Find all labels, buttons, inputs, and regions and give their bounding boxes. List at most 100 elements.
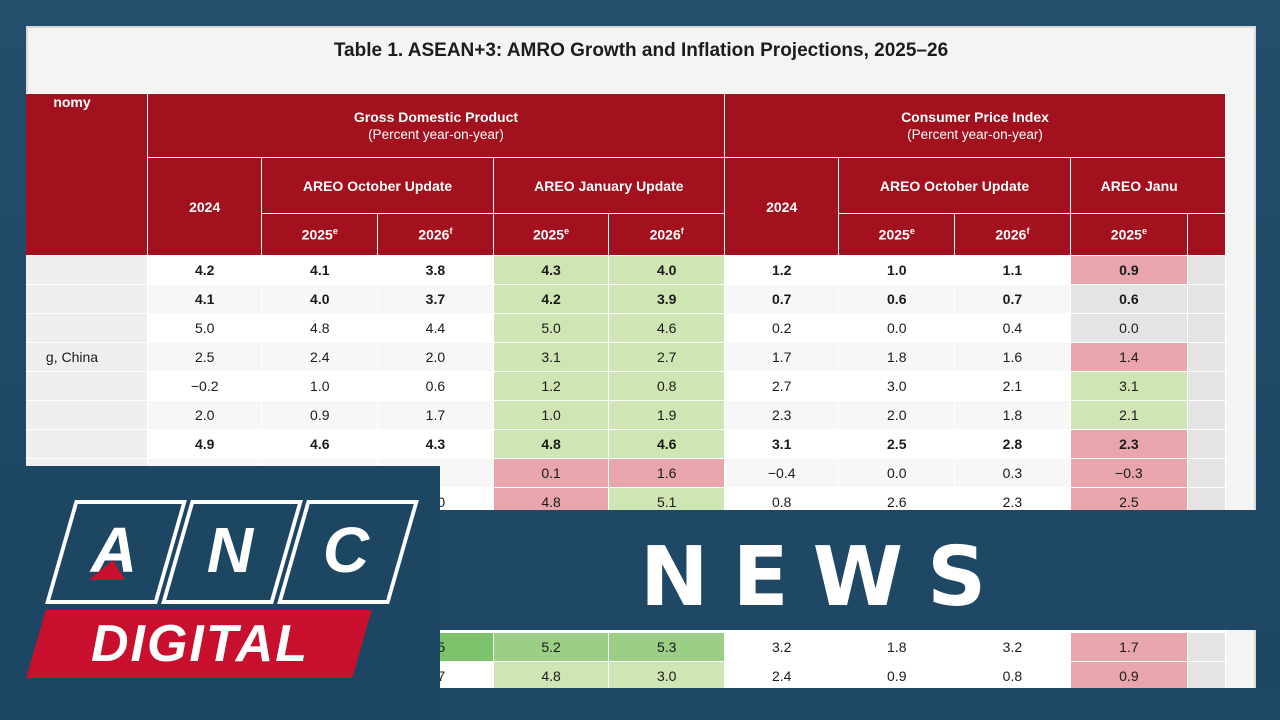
logo-letter-a: A [90, 514, 138, 586]
gdp-cell: 5.3 [608, 632, 725, 662]
gdp-cell: 5.2 [492, 632, 610, 662]
news-label: NEWS [640, 530, 1011, 625]
cpi-cell: 2.0 [838, 400, 956, 430]
digital-label: DIGITAL [90, 615, 310, 673]
cpi-cell: 0.4 [954, 313, 1071, 343]
cpi-cell: −0.4 [723, 458, 840, 488]
cpi-cell: 2.3 [1069, 429, 1189, 459]
cpi-cell: 2.8 [954, 429, 1071, 459]
year-header-cut [1187, 213, 1226, 256]
year-header: 2026f [377, 213, 494, 256]
gdp-cell: 4.3 [492, 255, 610, 285]
logo-letter-c: C [322, 514, 370, 586]
cpi-cell: 0.0 [838, 458, 956, 488]
table-row: 4.1 4.0 3.7 4.2 3.9 0.7 0.6 0.7 0.6 [26, 284, 1226, 314]
gdp-cell: 0.6 [377, 371, 494, 401]
cpi-cell: 0.0 [1069, 313, 1189, 343]
year-header: 2025e [492, 213, 610, 256]
cpi-cell: 0.9 [838, 661, 956, 691]
gdp-cell: 4.6 [608, 313, 725, 343]
gdp-cell: 4.6 [261, 429, 379, 459]
table-title: Table 1. ASEAN+3: AMRO Growth and Inflat… [333, 40, 949, 61]
cpi-subtitle: (Percent year-on-year) [907, 127, 1043, 142]
year-header: 2025e [838, 213, 956, 256]
gdp-cell: 1.2 [492, 371, 610, 401]
year-header: 2025e [261, 213, 379, 256]
gdp-cell: 1.7 [377, 400, 494, 430]
gdp-cell: 2.0 [146, 400, 263, 430]
cpi-cell: 3.1 [1069, 371, 1189, 401]
cpi-cell: 2.3 [723, 400, 840, 430]
cut-cell [1187, 342, 1226, 372]
year-header: 2025e [1069, 213, 1189, 256]
bottom-bar [376, 688, 1280, 720]
economy-header: nomy [26, 93, 148, 256]
cpi-cell: 2.1 [954, 371, 1071, 401]
cpi-cell: 0.8 [954, 661, 1071, 691]
cpi-cell: 1.8 [838, 632, 956, 662]
gdp-cell: 5.0 [492, 313, 610, 343]
gdp-cell: 4.6 [608, 429, 725, 459]
gdp-cell: 4.8 [492, 661, 610, 691]
cpi-cell: 1.4 [1069, 342, 1189, 372]
cpi-header: Consumer Price Index (Percent year-on-ye… [723, 93, 1227, 158]
gdp-cell: 4.2 [492, 284, 610, 314]
cut-cell [1187, 458, 1226, 488]
cpi-cell: 0.6 [838, 284, 956, 314]
cpi-cell: 3.0 [838, 371, 956, 401]
economy-cell [26, 371, 148, 401]
gdp-cell: −0.2 [146, 371, 263, 401]
cpi-cell: 2.5 [838, 429, 956, 459]
gdp-cell: 2.5 [146, 342, 263, 372]
cut-cell [1187, 429, 1226, 459]
cut-cell [1187, 284, 1226, 314]
cpi-cell: 0.9 [1069, 661, 1189, 691]
cpi-cell: 1.2 [723, 255, 840, 285]
table-row: 4.2 4.1 3.8 4.3 4.0 1.2 1.0 1.1 0.9 [26, 255, 1226, 285]
gdp-cell: 4.8 [261, 313, 379, 343]
table-row: 5.0 4.8 4.4 5.0 4.6 0.2 0.0 0.4 0.0 [26, 313, 1226, 343]
cpi-cell: 0.0 [838, 313, 956, 343]
table-row: g, China 2.5 2.4 2.0 3.1 2.7 1.7 1.8 1.6 1.4 [26, 342, 1226, 372]
table-row: 2.0 0.9 1.7 1.0 1.9 2.3 2.0 1.8 2.1 [26, 400, 1226, 430]
cpi-2024-header: 2024 [723, 157, 840, 256]
gdp-cell: 2.4 [261, 342, 379, 372]
gdp-cell: 4.8 [492, 429, 610, 459]
year-header: 2026f [608, 213, 725, 256]
gdp-cell: 1.0 [261, 371, 379, 401]
gdp-cell: 3.1 [492, 342, 610, 372]
gdp-cell: 4.0 [608, 255, 725, 285]
gdp-cell: 3.9 [608, 284, 725, 314]
gdp-cell: 3.7 [377, 284, 494, 314]
gdp-cell: 2.7 [608, 342, 725, 372]
gdp-cell: 2.0 [377, 342, 494, 372]
gdp-cell: 4.9 [146, 429, 263, 459]
cpi-cell: 2.4 [723, 661, 840, 691]
cpi-cell: 1.7 [723, 342, 840, 372]
economy-cell: g, China [26, 342, 148, 372]
table-row: 4.9 4.6 4.3 4.8 4.6 3.1 2.5 2.8 2.3 [26, 429, 1226, 459]
logo-letter-n: N [206, 514, 254, 586]
cpi-title: Consumer Price Index [901, 109, 1049, 125]
cut-cell [1187, 255, 1226, 285]
cpi-cell: 1.1 [954, 255, 1071, 285]
cpi-cell: 1.8 [954, 400, 1071, 430]
gdp-cell: 1.0 [492, 400, 610, 430]
gdp-cell: 1.9 [608, 400, 725, 430]
gdp-cell: 4.1 [146, 284, 263, 314]
cpi-cell: 1.6 [954, 342, 1071, 372]
cut-cell [1187, 400, 1226, 430]
cpi-cell: 0.3 [954, 458, 1071, 488]
gdp-header: Gross Domestic Product (Percent year-on-… [146, 93, 725, 158]
cut-cell [1187, 661, 1226, 691]
gdp-cell: 3.0 [608, 661, 725, 691]
cpi-cell: 3.2 [954, 632, 1071, 662]
gdp-title: Gross Domestic Product [353, 109, 519, 125]
cut-cell [1187, 632, 1226, 662]
cpi-cell: 3.1 [723, 429, 840, 459]
cpi-cell: 2.1 [1069, 400, 1189, 430]
table-row: −0.2 1.0 0.6 1.2 0.8 2.7 3.0 2.1 3.1 [26, 371, 1226, 401]
economy-cell [26, 255, 148, 285]
gdp-cell: 4.4 [377, 313, 494, 343]
gdp-subtitle: (Percent year-on-year) [368, 127, 504, 142]
